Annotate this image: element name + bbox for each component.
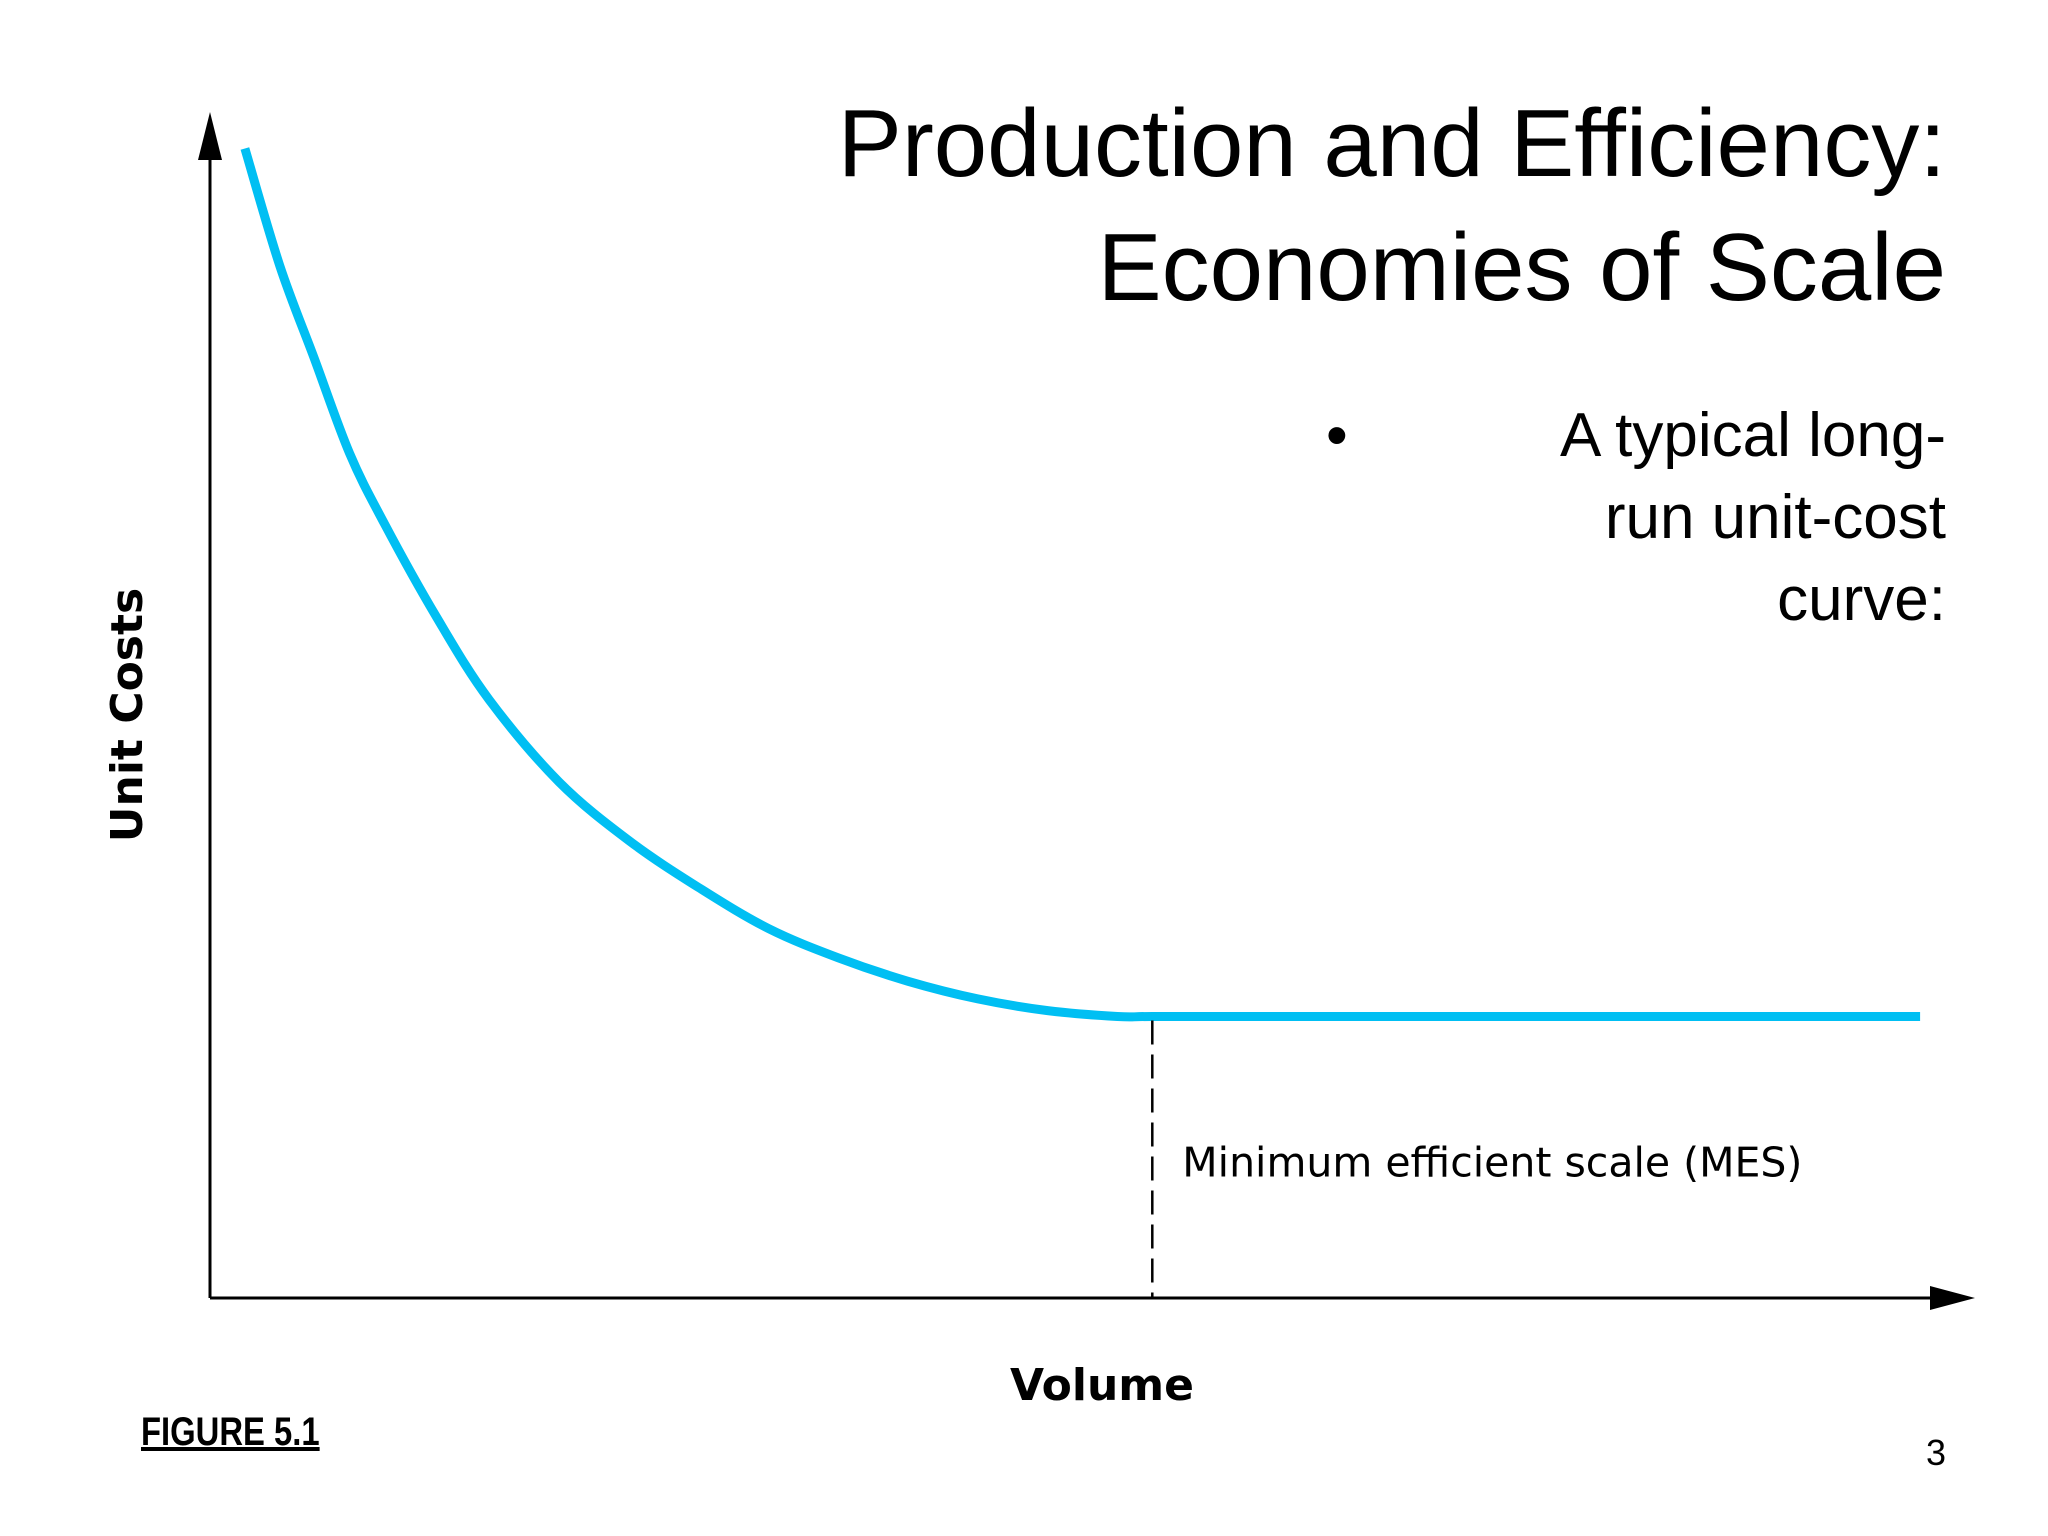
bullet-line-3: curve: bbox=[1777, 565, 1946, 634]
bullet-dot: • bbox=[1326, 401, 1348, 470]
figure-label: FIGURE 5.1 bbox=[141, 1410, 320, 1454]
slide-title-line-1: Production and Efficiency: bbox=[837, 90, 1946, 197]
x-axis-arrow-icon bbox=[1930, 1286, 1975, 1310]
x-axis-label: Volume bbox=[1010, 1360, 1194, 1411]
page-number: 3 bbox=[1925, 1432, 1946, 1473]
slide-title: Production and Efficiency: Economies of … bbox=[546, 82, 1946, 330]
bullet-line-2: run unit-cost bbox=[1604, 483, 1946, 552]
bullet-point: • A typical long- run unit-cost curve: bbox=[1326, 395, 1946, 641]
y-axis-arrow-icon bbox=[198, 112, 222, 160]
y-axis-label: Unit Costs bbox=[102, 588, 153, 842]
bullet-line-1: A typical long- bbox=[1560, 401, 1946, 470]
slide-title-line-2: Economies of Scale bbox=[1097, 214, 1946, 321]
mes-annotation-label: Minimum efficient scale (MES) bbox=[1182, 1138, 1802, 1186]
chart-marks: Minimum efficient scale (MES) bbox=[240, 147, 1921, 1298]
series-line-1 bbox=[240, 147, 1921, 1022]
